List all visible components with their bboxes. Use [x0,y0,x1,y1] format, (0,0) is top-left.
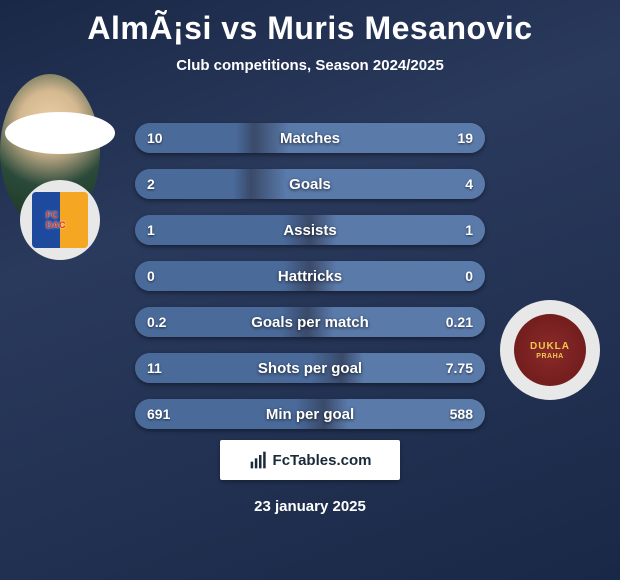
stat-label: Hattricks [278,268,342,285]
stat-row: 11 7.75 Shots per goal [135,353,485,383]
club-right-badge: DUKLA PRAHA [500,300,600,400]
stat-label: Goals [289,176,331,193]
footer-date: 23 january 2025 [254,498,366,515]
subtitle: Club competitions, Season 2024/2025 [0,57,620,74]
player-left-avatar [5,112,115,154]
stat-value-right: 4 [465,176,473,192]
stat-row: 691 588 Min per goal [135,399,485,429]
stat-row: 0.2 0.21 Goals per match [135,307,485,337]
stat-value-left: 1 [147,222,155,238]
footer-brand-box: FcTables.com [220,440,400,480]
stat-label: Goals per match [251,314,369,331]
stat-label: Min per goal [266,406,354,423]
stat-bars: 1019Matches24Goals11Assists00Hattricks0.… [135,123,485,445]
stat-value-left: 2 [147,176,155,192]
club-left-badge: FC DAC [20,180,100,260]
stat-value-right: 1 [465,222,473,238]
stat-label: Matches [280,130,340,147]
stat-bar-right-fill [251,169,486,199]
stat-value-right: 19 [457,130,473,146]
club-right-city: PRAHA [536,353,563,360]
stat-value-right: 588 [450,406,473,422]
chart-icon [249,450,269,470]
stat-value-left: 0 [147,268,155,284]
stat-value-left: 691 [147,406,170,422]
stat-row: 0 0 Hattricks [135,261,485,291]
stat-row: 2 4 Goals [135,169,485,199]
stat-value-left: 11 [147,360,162,376]
stat-label: Shots per goal [258,360,362,377]
stat-row: 10 19 Matches [135,123,485,153]
club-right-name: DUKLA [530,341,570,352]
stat-row: 1 1 Assists [135,215,485,245]
stat-value-left: 0.2 [147,314,166,330]
stat-value-right: 0.21 [446,314,473,330]
stat-value-right: 7.75 [446,360,473,376]
stat-value-right: 0 [465,268,473,284]
page-title: AlmÃ¡si vs Muris Mesanovic [0,0,620,47]
stat-label: Assists [283,222,336,239]
club-left-text: FC DAC [46,210,74,230]
footer-brand-text: FcTables.com [273,452,372,469]
stat-value-left: 10 [147,130,163,146]
